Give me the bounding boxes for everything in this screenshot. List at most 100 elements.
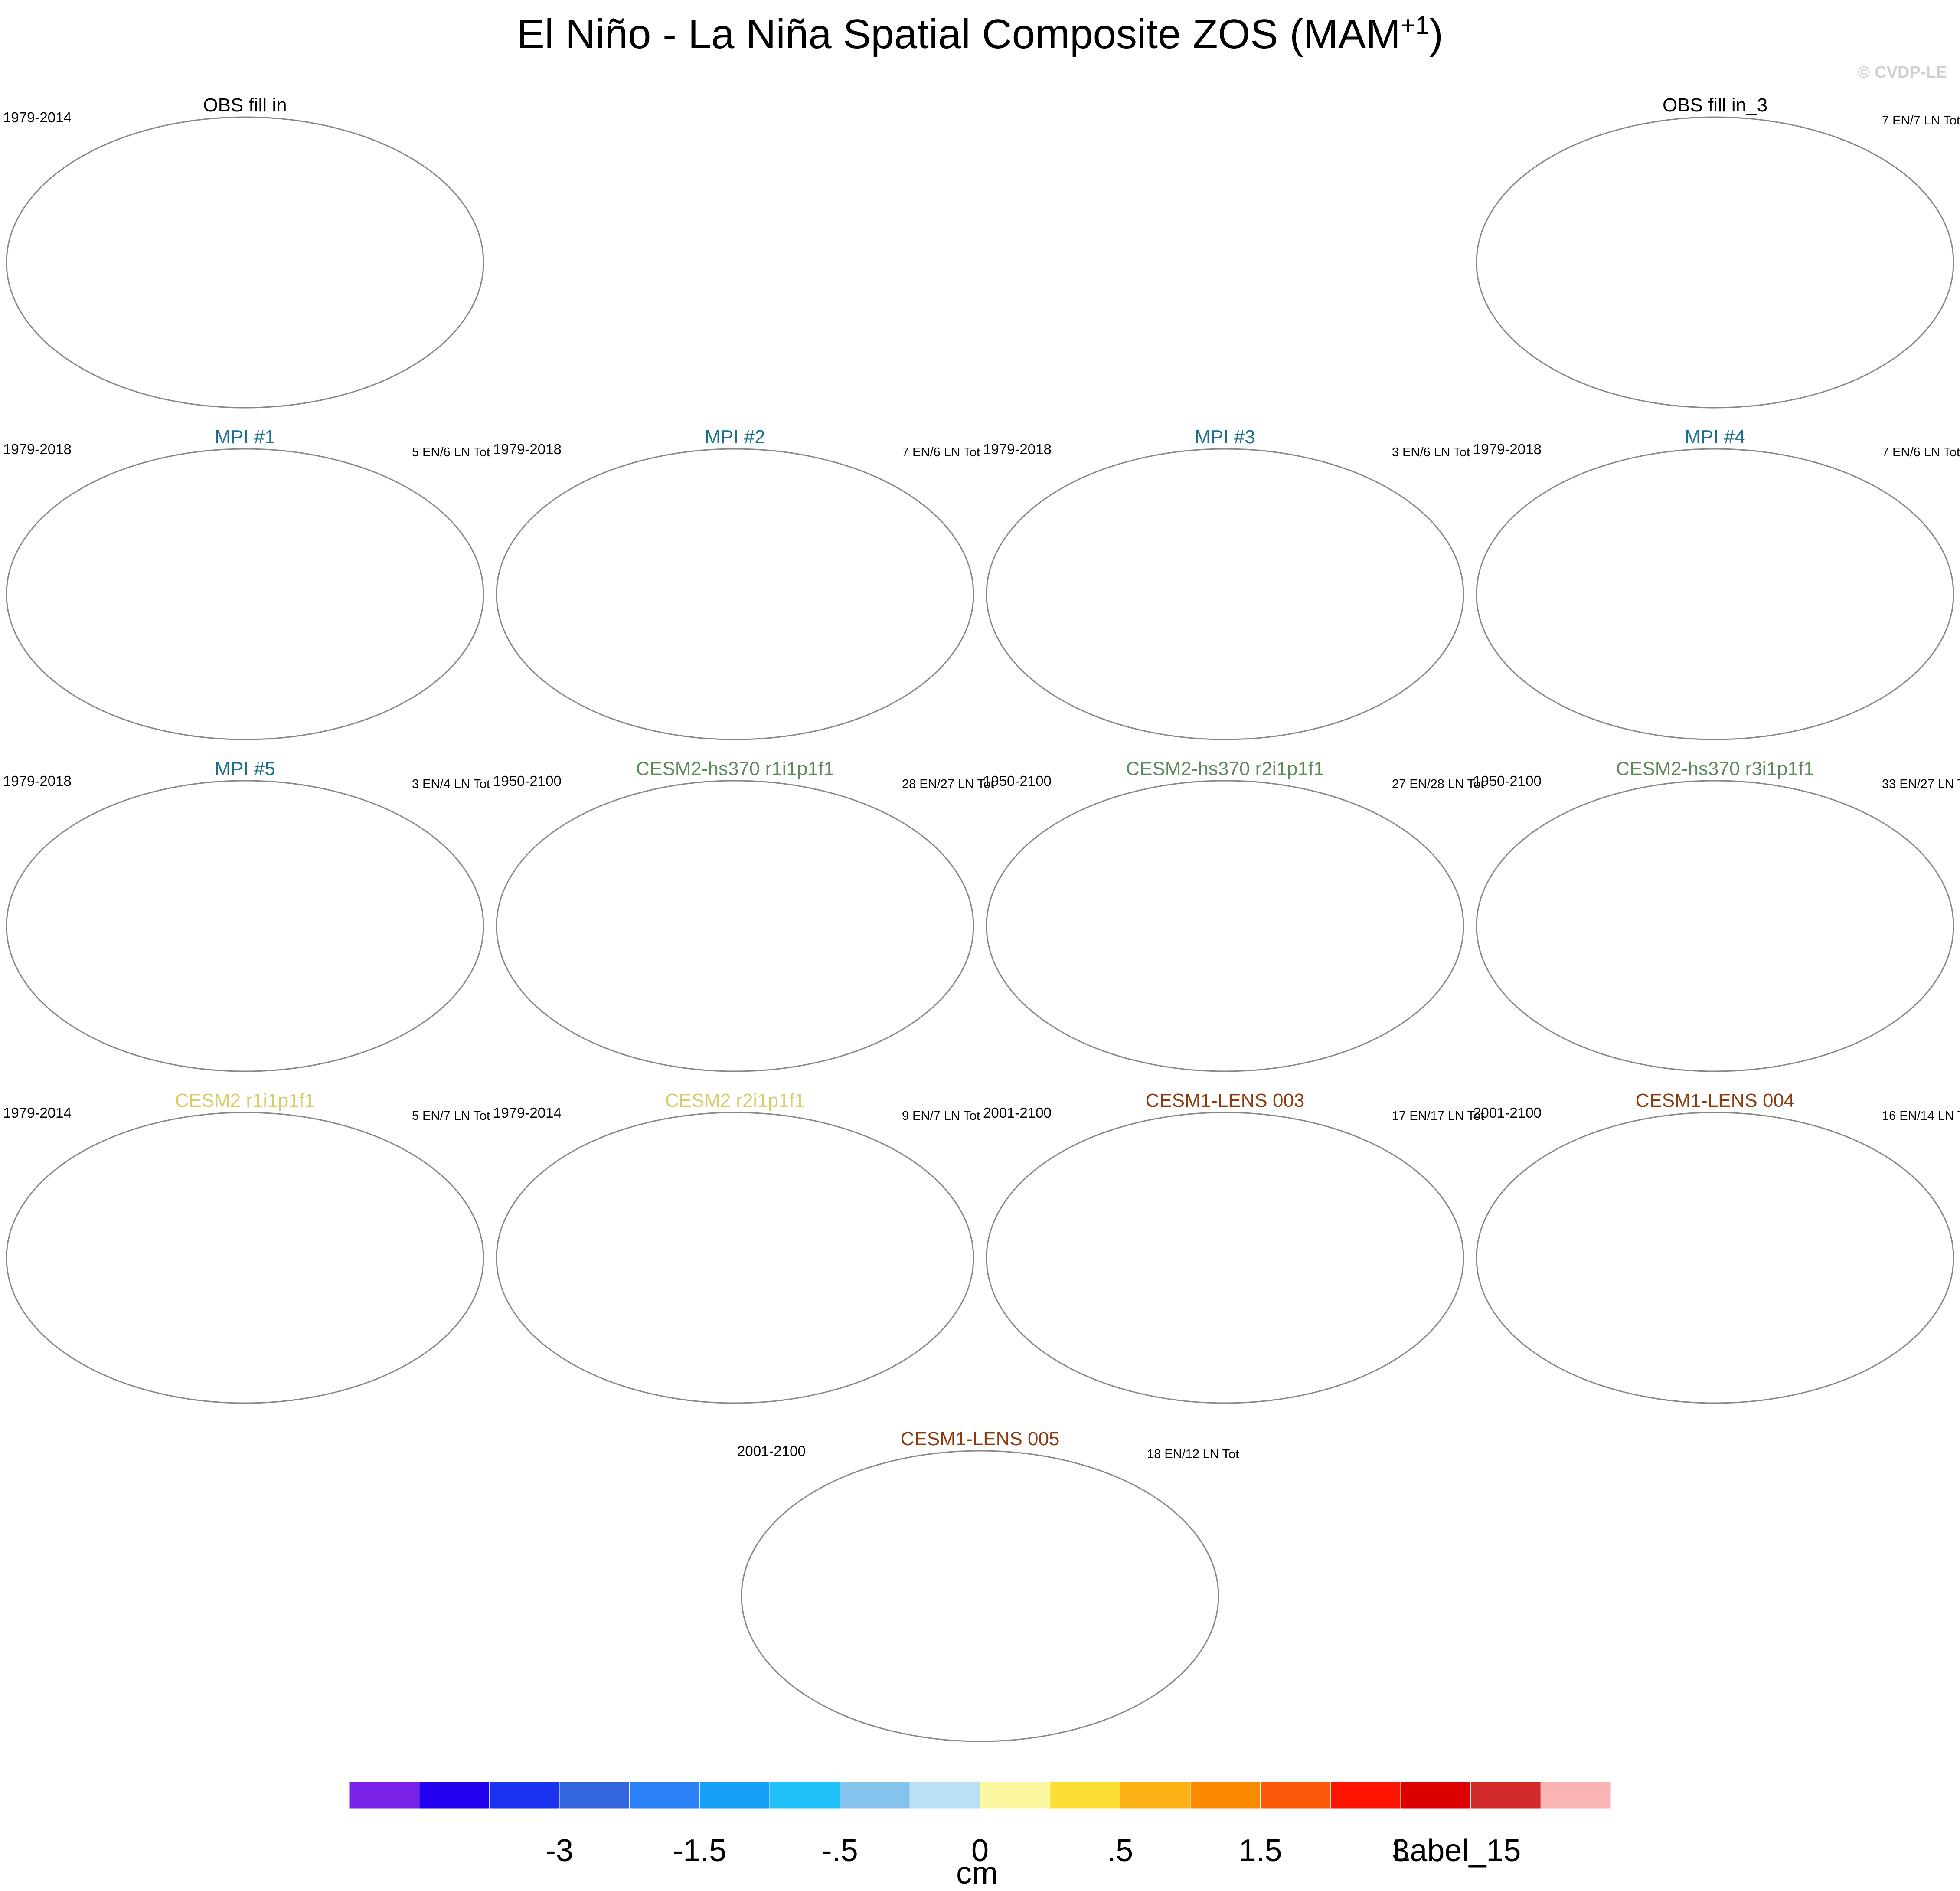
land-mass <box>896 1126 941 1160</box>
warm-anomaly <box>1572 926 1858 955</box>
cold-anomaly <box>601 518 716 554</box>
land-mass <box>373 591 432 683</box>
warm-anomaly <box>501 923 587 964</box>
cold-anomaly <box>1753 1327 1887 1363</box>
cold-anomaly <box>995 1655 1175 1711</box>
cold-anomaly <box>1483 648 1613 686</box>
land-mass <box>1571 1379 1859 1398</box>
warm-anomaly-core <box>30 601 78 622</box>
land-mass <box>1480 827 1601 939</box>
cold-anomaly <box>1091 1231 1263 1255</box>
map-field <box>987 781 1464 1071</box>
cold-anomaly <box>571 1224 804 1262</box>
cold-anomaly-core <box>699 1163 752 1178</box>
cold-anomaly <box>1641 152 1770 199</box>
land-mass <box>1876 463 1921 496</box>
warm-anomaly <box>497 579 602 645</box>
warm-anomaly <box>1032 585 1418 632</box>
land-mass <box>10 827 131 939</box>
colorbar-tick-label: -3 <box>545 1833 574 1868</box>
warm-anomaly <box>1646 249 1879 287</box>
warm-anomaly <box>1032 917 1418 964</box>
cold-anomaly <box>1551 1224 1784 1262</box>
land-mass <box>1843 591 1902 683</box>
land-mass <box>1876 131 1921 164</box>
map-outline <box>1476 448 1954 740</box>
weak-negative-background <box>497 449 973 739</box>
land-mass <box>1386 795 1431 828</box>
map-field <box>987 449 1464 739</box>
cold-anomaly <box>993 1312 1123 1349</box>
map-field <box>742 1451 1219 1741</box>
warm-anomaly <box>1646 1245 1879 1282</box>
warm-anomaly-core <box>1723 1014 1755 1024</box>
land-mass <box>91 940 146 979</box>
warm-anomaly <box>1677 256 1849 280</box>
land-mass <box>500 495 621 607</box>
warm-anomaly <box>1210 1005 1288 1033</box>
map-outline <box>986 780 1464 1072</box>
warm-anomaly <box>666 581 899 619</box>
weak-negative-background <box>987 781 1463 1071</box>
cold-anomaly <box>1240 985 1420 1041</box>
cold-anomaly <box>30 655 126 679</box>
cold-anomaly-core <box>1620 906 1715 917</box>
land-mass <box>1081 716 1369 734</box>
cold-anomaly <box>601 1182 716 1217</box>
map-panel <box>1476 116 1954 409</box>
warm-anomaly <box>1639 877 1868 906</box>
warm-anomaly <box>176 581 409 619</box>
warm-anomaly <box>497 911 602 976</box>
cold-anomaly-core <box>1607 859 1670 877</box>
cold-anomaly <box>601 1249 659 1302</box>
warm-anomaly-core <box>1010 933 1058 954</box>
cold-anomaly <box>188 492 283 522</box>
colorbar-swatch <box>699 1781 770 1809</box>
cold-anomaly <box>1730 653 1910 710</box>
cold-anomaly <box>1581 917 1639 970</box>
warm-anomaly-core <box>1500 269 1548 290</box>
warm-anomaly <box>991 1255 1077 1296</box>
panel-event-counts: 7 EN/6 LN Tot <box>1882 445 1960 459</box>
warm-anomaly-core <box>743 1014 775 1024</box>
colorbar-swatch <box>909 1781 980 1809</box>
land-mass <box>101 716 389 734</box>
warm-anomaly <box>730 1010 787 1028</box>
cold-anomaly <box>91 508 246 564</box>
land-mass <box>1480 495 1601 607</box>
warm-anomaly-core <box>656 601 814 616</box>
warm-anomaly <box>1710 678 1767 696</box>
warm-anomaly <box>975 1680 1032 1698</box>
cold-anomaly <box>81 893 314 930</box>
colorbar-swatch <box>489 1781 560 1809</box>
land-mass <box>863 591 922 683</box>
cold-anomaly <box>91 1171 246 1228</box>
map-field <box>10 131 484 402</box>
warm-anomaly-core <box>988 1685 1020 1694</box>
cold-anomaly <box>1061 1224 1294 1262</box>
warm-anomaly <box>1572 594 1858 623</box>
warm-anomaly-core <box>166 933 324 948</box>
cold-anomaly <box>816 1563 1049 1600</box>
map-field <box>1477 117 1954 408</box>
land-mass <box>320 483 418 577</box>
cold-anomaly <box>993 648 1123 686</box>
cold-anomaly <box>601 850 716 886</box>
warm-anomaly-core <box>656 933 814 948</box>
cold-anomaly <box>1571 1233 1649 1317</box>
land-mass <box>810 815 908 909</box>
warm-anomaly <box>497 1243 602 1308</box>
cold-anomaly-core <box>614 599 646 625</box>
land-mass <box>990 495 1111 607</box>
land-mass <box>406 795 451 828</box>
warm-anomaly-core <box>980 1596 1075 1608</box>
warm-anomaly <box>1572 1258 1858 1287</box>
weak-negative-background <box>7 1112 483 1403</box>
warm-anomaly <box>1646 581 1879 619</box>
cold-anomaly <box>591 901 669 985</box>
cold-anomaly-core <box>1679 831 1732 846</box>
coastline <box>10 163 131 275</box>
weak-negative-background <box>7 781 483 1071</box>
panel-title: CESM2 r2i1p1f1 <box>665 1090 805 1111</box>
cold-anomaly <box>283 664 417 699</box>
